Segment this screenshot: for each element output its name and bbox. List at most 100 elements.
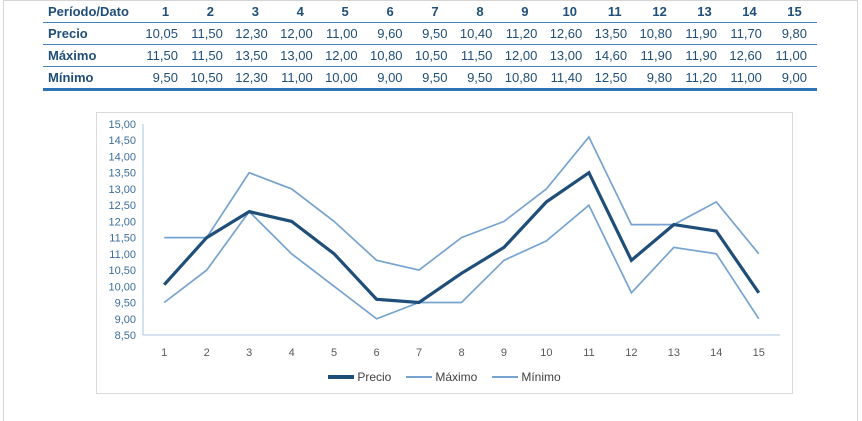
y-tick-label: 11,00 — [109, 249, 136, 261]
period-header-cell[interactable]: 4 — [277, 1, 323, 23]
y-tick-label: 12,00 — [108, 216, 136, 228]
table-value-cell[interactable]: 9,00 — [367, 66, 413, 91]
period-header-cell[interactable]: 14 — [727, 1, 772, 23]
table-row: Precio 10,05 11,50 12,30 12,00 11,00 9,60 9,50 1… — [43, 22, 817, 45]
table-value-cell[interactable]: 12,60 — [727, 44, 772, 67]
table-value-cell[interactable]: 10,80 — [637, 22, 683, 45]
legend-label: Precio — [357, 370, 392, 384]
table-value-cell[interactable]: 13,00 — [277, 44, 323, 67]
period-header-cell[interactable]: 10 — [547, 1, 593, 23]
table-value-cell[interactable]: 9,60 — [367, 22, 413, 45]
y-tick-label: 13,50 — [108, 168, 136, 180]
table-value-cell[interactable]: 11,20 — [502, 22, 548, 45]
table-value-cell[interactable]: 9,50 — [457, 66, 503, 91]
table-value-cell[interactable]: 11,90 — [682, 22, 727, 45]
y-tick-label: 14,50 — [108, 135, 136, 147]
table-corner-header[interactable]: Período/Dato — [43, 1, 144, 23]
table-value-cell[interactable]: 12,00 — [277, 22, 323, 45]
table-value-cell[interactable]: 10,00 — [322, 66, 368, 91]
period-header-cell[interactable]: 13 — [682, 1, 727, 23]
period-header-cell[interactable]: 9 — [502, 1, 548, 23]
legend-label: Máximo — [435, 370, 478, 384]
x-tick-label: 11 — [583, 347, 594, 359]
row-label-cell[interactable]: Precio — [43, 22, 144, 45]
table-value-cell[interactable]: 9,80 — [771, 22, 817, 45]
table-value-cell[interactable]: 11,00 — [727, 66, 772, 91]
x-tick-label: 5 — [331, 347, 337, 359]
table-value-cell[interactable]: 14,60 — [592, 44, 638, 67]
table-value-cell[interactable]: 9,80 — [637, 66, 683, 91]
legend-line-sample — [328, 375, 355, 379]
legend-item-máximo[interactable]: Máximo — [406, 370, 477, 384]
table-value-cell[interactable]: 11,50 — [187, 22, 233, 45]
table-value-cell[interactable]: 12,50 — [592, 66, 638, 91]
table-value-cell[interactable]: 11,00 — [771, 44, 817, 67]
x-tick-label: 6 — [374, 347, 380, 359]
table-value-cell[interactable]: 12,00 — [502, 44, 548, 67]
table-row: Máximo 11,50 11,50 13,50 13,00 12,00 10,80 10,5… — [43, 44, 817, 67]
legend-item-precio[interactable]: Precio — [328, 370, 391, 384]
table-value-cell[interactable]: 13,00 — [547, 44, 593, 67]
table-value-cell[interactable]: 12,00 — [322, 44, 368, 67]
y-tick-label: 14,00 — [108, 151, 136, 163]
period-header-cell[interactable]: 8 — [457, 1, 503, 23]
x-tick-label: 15 — [753, 347, 765, 359]
x-tick-label: 8 — [458, 347, 464, 359]
period-header-cell[interactable]: 5 — [322, 1, 368, 23]
period-header-cell[interactable]: 7 — [412, 1, 458, 23]
table-value-cell[interactable]: 11,40 — [547, 66, 593, 91]
table-value-cell[interactable]: 12,30 — [232, 22, 278, 45]
table-value-cell[interactable]: 12,30 — [232, 66, 278, 91]
y-tick-label: 13,00 — [108, 184, 136, 196]
table-value-cell[interactable]: 11,50 — [457, 44, 503, 67]
period-header-cell[interactable]: 15 — [771, 1, 817, 23]
period-header-cell[interactable]: 6 — [367, 1, 413, 23]
y-tick-label: 8,50 — [115, 330, 136, 342]
table-value-cell[interactable]: 10,50 — [187, 66, 233, 91]
x-tick-label: 3 — [246, 347, 252, 359]
table-value-cell[interactable]: 12,60 — [547, 22, 593, 45]
table-value-cell[interactable]: 9,50 — [412, 66, 458, 91]
table-body: Precio 10,05 11,50 12,30 12,00 11,00 9,60 9,50 1… — [43, 22, 817, 91]
table-value-cell[interactable]: 11,20 — [682, 66, 727, 91]
table-value-cell[interactable]: 13,50 — [592, 22, 638, 45]
table-value-cell[interactable]: 10,80 — [502, 66, 548, 91]
x-tick-label: 9 — [501, 347, 507, 359]
table-value-cell[interactable]: 10,80 — [367, 44, 413, 67]
series-line-mínimo — [163, 203, 760, 320]
table-value-cell[interactable]: 11,90 — [682, 44, 727, 67]
table-value-cell[interactable]: 11,50 — [143, 44, 188, 67]
table-value-cell[interactable]: 11,00 — [277, 66, 323, 91]
table-value-cell[interactable]: 13,50 — [232, 44, 278, 67]
row-label-cell[interactable]: Mínimo — [43, 66, 144, 91]
table-value-cell[interactable]: 11,00 — [322, 22, 368, 45]
legend-item-mínimo[interactable]: Mínimo — [492, 370, 561, 384]
y-tick-label: 10,50 — [108, 265, 136, 277]
data-table: Período/Dato 1 2 3 4 5 6 7 8 9 10 11 12 13 14 15 Preci… — [43, 1, 817, 91]
y-tick-label: 12,50 — [108, 200, 136, 212]
legend-line-sample — [492, 376, 519, 378]
table-value-cell[interactable]: 9,00 — [771, 66, 817, 91]
table-value-cell[interactable]: 11,50 — [187, 44, 233, 67]
table-value-cell[interactable]: 11,90 — [637, 44, 683, 67]
legend-line-sample — [406, 376, 433, 378]
y-tick-label: 9,50 — [115, 298, 136, 310]
x-tick-label: 10 — [540, 347, 552, 359]
table-value-cell[interactable]: 10,50 — [412, 44, 458, 67]
x-tick-label: 7 — [416, 347, 422, 359]
chart[interactable]: 15,00 14,50 14,00 13,50 13,00 12,50 12,00 11,50… — [96, 112, 793, 394]
period-header-cell[interactable]: 12 — [637, 1, 683, 23]
x-tick-label: 14 — [710, 347, 722, 359]
y-tick-label: 9,00 — [115, 314, 136, 326]
table-value-cell[interactable]: 10,40 — [457, 22, 503, 45]
table-value-cell[interactable]: 9,50 — [143, 66, 188, 91]
period-header-cell[interactable]: 11 — [592, 1, 638, 23]
table-value-cell[interactable]: 9,50 — [412, 22, 458, 45]
period-header-cell[interactable]: 3 — [232, 1, 278, 23]
row-label-cell[interactable]: Máximo — [43, 44, 144, 67]
table-value-cell[interactable]: 10,05 — [143, 22, 188, 45]
period-header-cell[interactable]: 2 — [187, 1, 233, 23]
y-tick-label: 11,50 — [109, 233, 136, 245]
period-header-cell[interactable]: 1 — [143, 1, 188, 23]
table-value-cell[interactable]: 11,70 — [727, 22, 772, 45]
